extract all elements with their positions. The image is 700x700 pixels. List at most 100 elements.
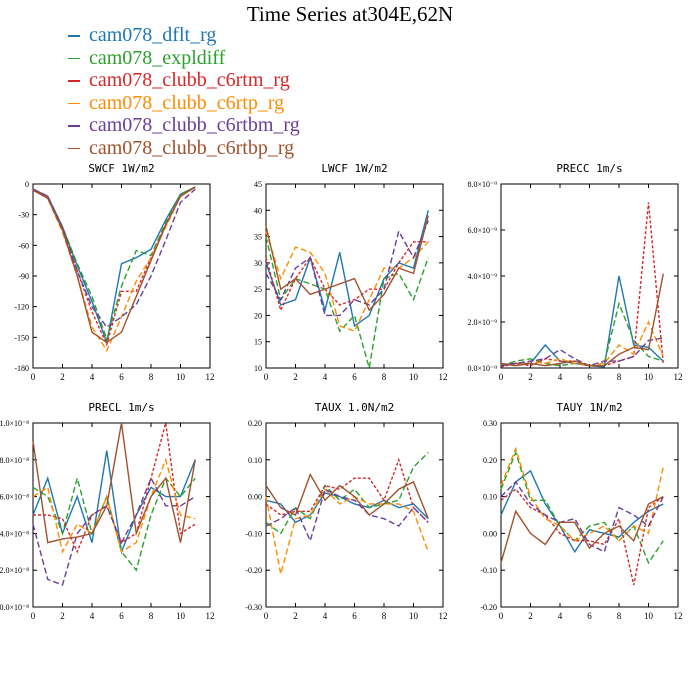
x-tick-label: 12 (674, 372, 683, 382)
series-line (500, 202, 664, 368)
y-tick-label: 45 (254, 180, 262, 189)
x-tick-label: 6 (352, 611, 357, 621)
x-tick-label: 10 (176, 372, 186, 382)
y-tick-label: -0.10 (245, 529, 262, 538)
x-tick-label: 6 (587, 372, 592, 382)
y-tick-label: 8.0×10⁻⁸ (0, 456, 29, 465)
y-tick-label: 0.0×10⁻⁸ (0, 603, 29, 612)
y-tick-label: -60 (18, 241, 29, 250)
legend-label: cam078_dflt_rg (89, 24, 217, 46)
x-tick-label: 10 (409, 611, 419, 621)
series-line (265, 241, 429, 313)
chart-panel: PRECL 1m/s 0 2 4 6 8 10 12 0.0×10⁻⁸ 2.0×10⁻⁸ 4.0×1… (0, 401, 215, 621)
x-tick-label: 12 (206, 372, 215, 382)
y-tick-label: -30 (18, 211, 29, 220)
page-title: Time Series at304E,62N (246, 2, 454, 26)
y-tick-label: 10 (254, 364, 262, 373)
series-line (265, 231, 429, 333)
x-tick-label: 12 (439, 372, 448, 382)
legend-swatch (68, 57, 80, 59)
y-tick-label: 0.20 (248, 419, 262, 428)
series-line (265, 457, 429, 523)
legend-label: cam078_clubb_c6rtbm_rg (89, 114, 300, 136)
x-tick-label: 8 (617, 372, 622, 382)
x-tick-label: 2 (293, 611, 298, 621)
series-line (265, 210, 429, 328)
y-tick-label: -0.10 (480, 566, 497, 575)
x-tick-label: 12 (674, 611, 683, 621)
series-line (265, 215, 429, 312)
series-line (33, 422, 196, 554)
chart-panel: TAUX 1.0N/m2 0 2 4 6 8 10 12 0.20 0.10 0.00 -0.10 -0… (245, 401, 447, 621)
chart-panel: SWCF 1W/m2 0 2 4 6 8 10 12 0 -30 -60 -90 -120 -150 -18… (14, 162, 214, 382)
y-tick-label: 35 (254, 233, 262, 242)
series-line (32, 188, 196, 329)
series-line (500, 469, 664, 554)
series-line (32, 450, 196, 555)
y-tick-label: 2.0×10⁻⁹ (467, 318, 497, 327)
y-tick-label: -180 (14, 364, 29, 373)
y-tick-label: 0.20 (483, 456, 497, 465)
x-tick-label: 0 (499, 372, 504, 382)
y-tick-label: -0.20 (480, 603, 497, 612)
x-tick-label: 12 (206, 611, 215, 621)
series-line (32, 422, 196, 544)
chart-title: PRECL 1m/s (88, 401, 154, 414)
x-tick-label: 4 (90, 372, 95, 382)
x-tick-label: 0 (499, 611, 504, 621)
x-tick-label: 8 (382, 611, 387, 621)
y-tick-label: 6.0×10⁻⁸ (0, 493, 29, 502)
x-tick-label: 4 (558, 372, 563, 382)
series-line (500, 337, 664, 367)
legend-swatch (68, 35, 80, 37)
legend-swatch (68, 125, 80, 127)
y-tick-label: -90 (18, 272, 29, 281)
y-tick-label: 4.0×10⁻⁹ (467, 272, 497, 281)
chart-title: SWCF 1W/m2 (88, 162, 154, 175)
y-tick-label: 0.10 (483, 493, 497, 502)
x-tick-label: 2 (60, 372, 65, 382)
chart-panel: TAUY 1N/m2 0 2 4 6 8 10 12 0.30 0.20 0.10 0.00 -0.10… (480, 401, 682, 621)
x-tick-label: 10 (176, 611, 186, 621)
series-line (32, 457, 196, 554)
chart-panel: PRECC 1m/s 0 2 4 6 8 10 12 0.0×10⁻⁹ 2.0×10⁻⁹ 4.0×1… (467, 162, 682, 382)
chart-title: TAUY 1N/m2 (556, 401, 622, 414)
y-tick-label: 4.0×10⁻⁸ (0, 529, 29, 538)
series-line (265, 472, 429, 519)
y-tick-label: 1.0×10⁻⁸ (0, 419, 29, 428)
chart-panel: LWCF 1W/m2 0 2 4 6 8 10 12 10 15 20 25 30 35 40 45 (254, 162, 448, 382)
legend-swatch (68, 102, 80, 104)
legend-label: cam078_expldiff (89, 46, 226, 69)
x-tick-label: 8 (617, 611, 622, 621)
x-tick-label: 2 (293, 372, 298, 382)
y-tick-label: 0.00 (483, 529, 497, 538)
plot-frame (32, 183, 211, 369)
x-tick-label: 8 (382, 372, 387, 382)
y-tick-label: 6.0×10⁻⁹ (467, 226, 497, 235)
chart-title: TAUX 1.0N/m2 (315, 401, 394, 414)
series-line (265, 488, 429, 543)
x-tick-label: 8 (149, 611, 154, 621)
legend-swatch (68, 147, 80, 149)
y-tick-label: 0.30 (483, 419, 497, 428)
y-tick-label: 0.00 (248, 493, 262, 502)
y-tick-label: -0.30 (245, 603, 262, 612)
y-tick-label: 0.0×10⁻⁹ (467, 364, 497, 373)
y-tick-label: 2.0×10⁻⁸ (0, 566, 29, 575)
legend-label: cam078_clubb_c6rtp_rg (89, 91, 285, 114)
x-tick-label: 2 (60, 611, 65, 621)
x-tick-label: 12 (439, 611, 448, 621)
series-line (500, 273, 664, 367)
x-tick-label: 0 (264, 372, 269, 382)
x-tick-label: 8 (149, 372, 154, 382)
series-line (32, 186, 196, 346)
x-tick-label: 0 (31, 372, 36, 382)
series-line (265, 236, 429, 369)
series-line (265, 488, 429, 575)
y-tick-label: -0.20 (245, 566, 262, 575)
x-tick-label: 6 (119, 372, 124, 382)
x-tick-label: 10 (409, 372, 419, 382)
x-tick-label: 4 (558, 611, 563, 621)
series-line (500, 275, 664, 368)
